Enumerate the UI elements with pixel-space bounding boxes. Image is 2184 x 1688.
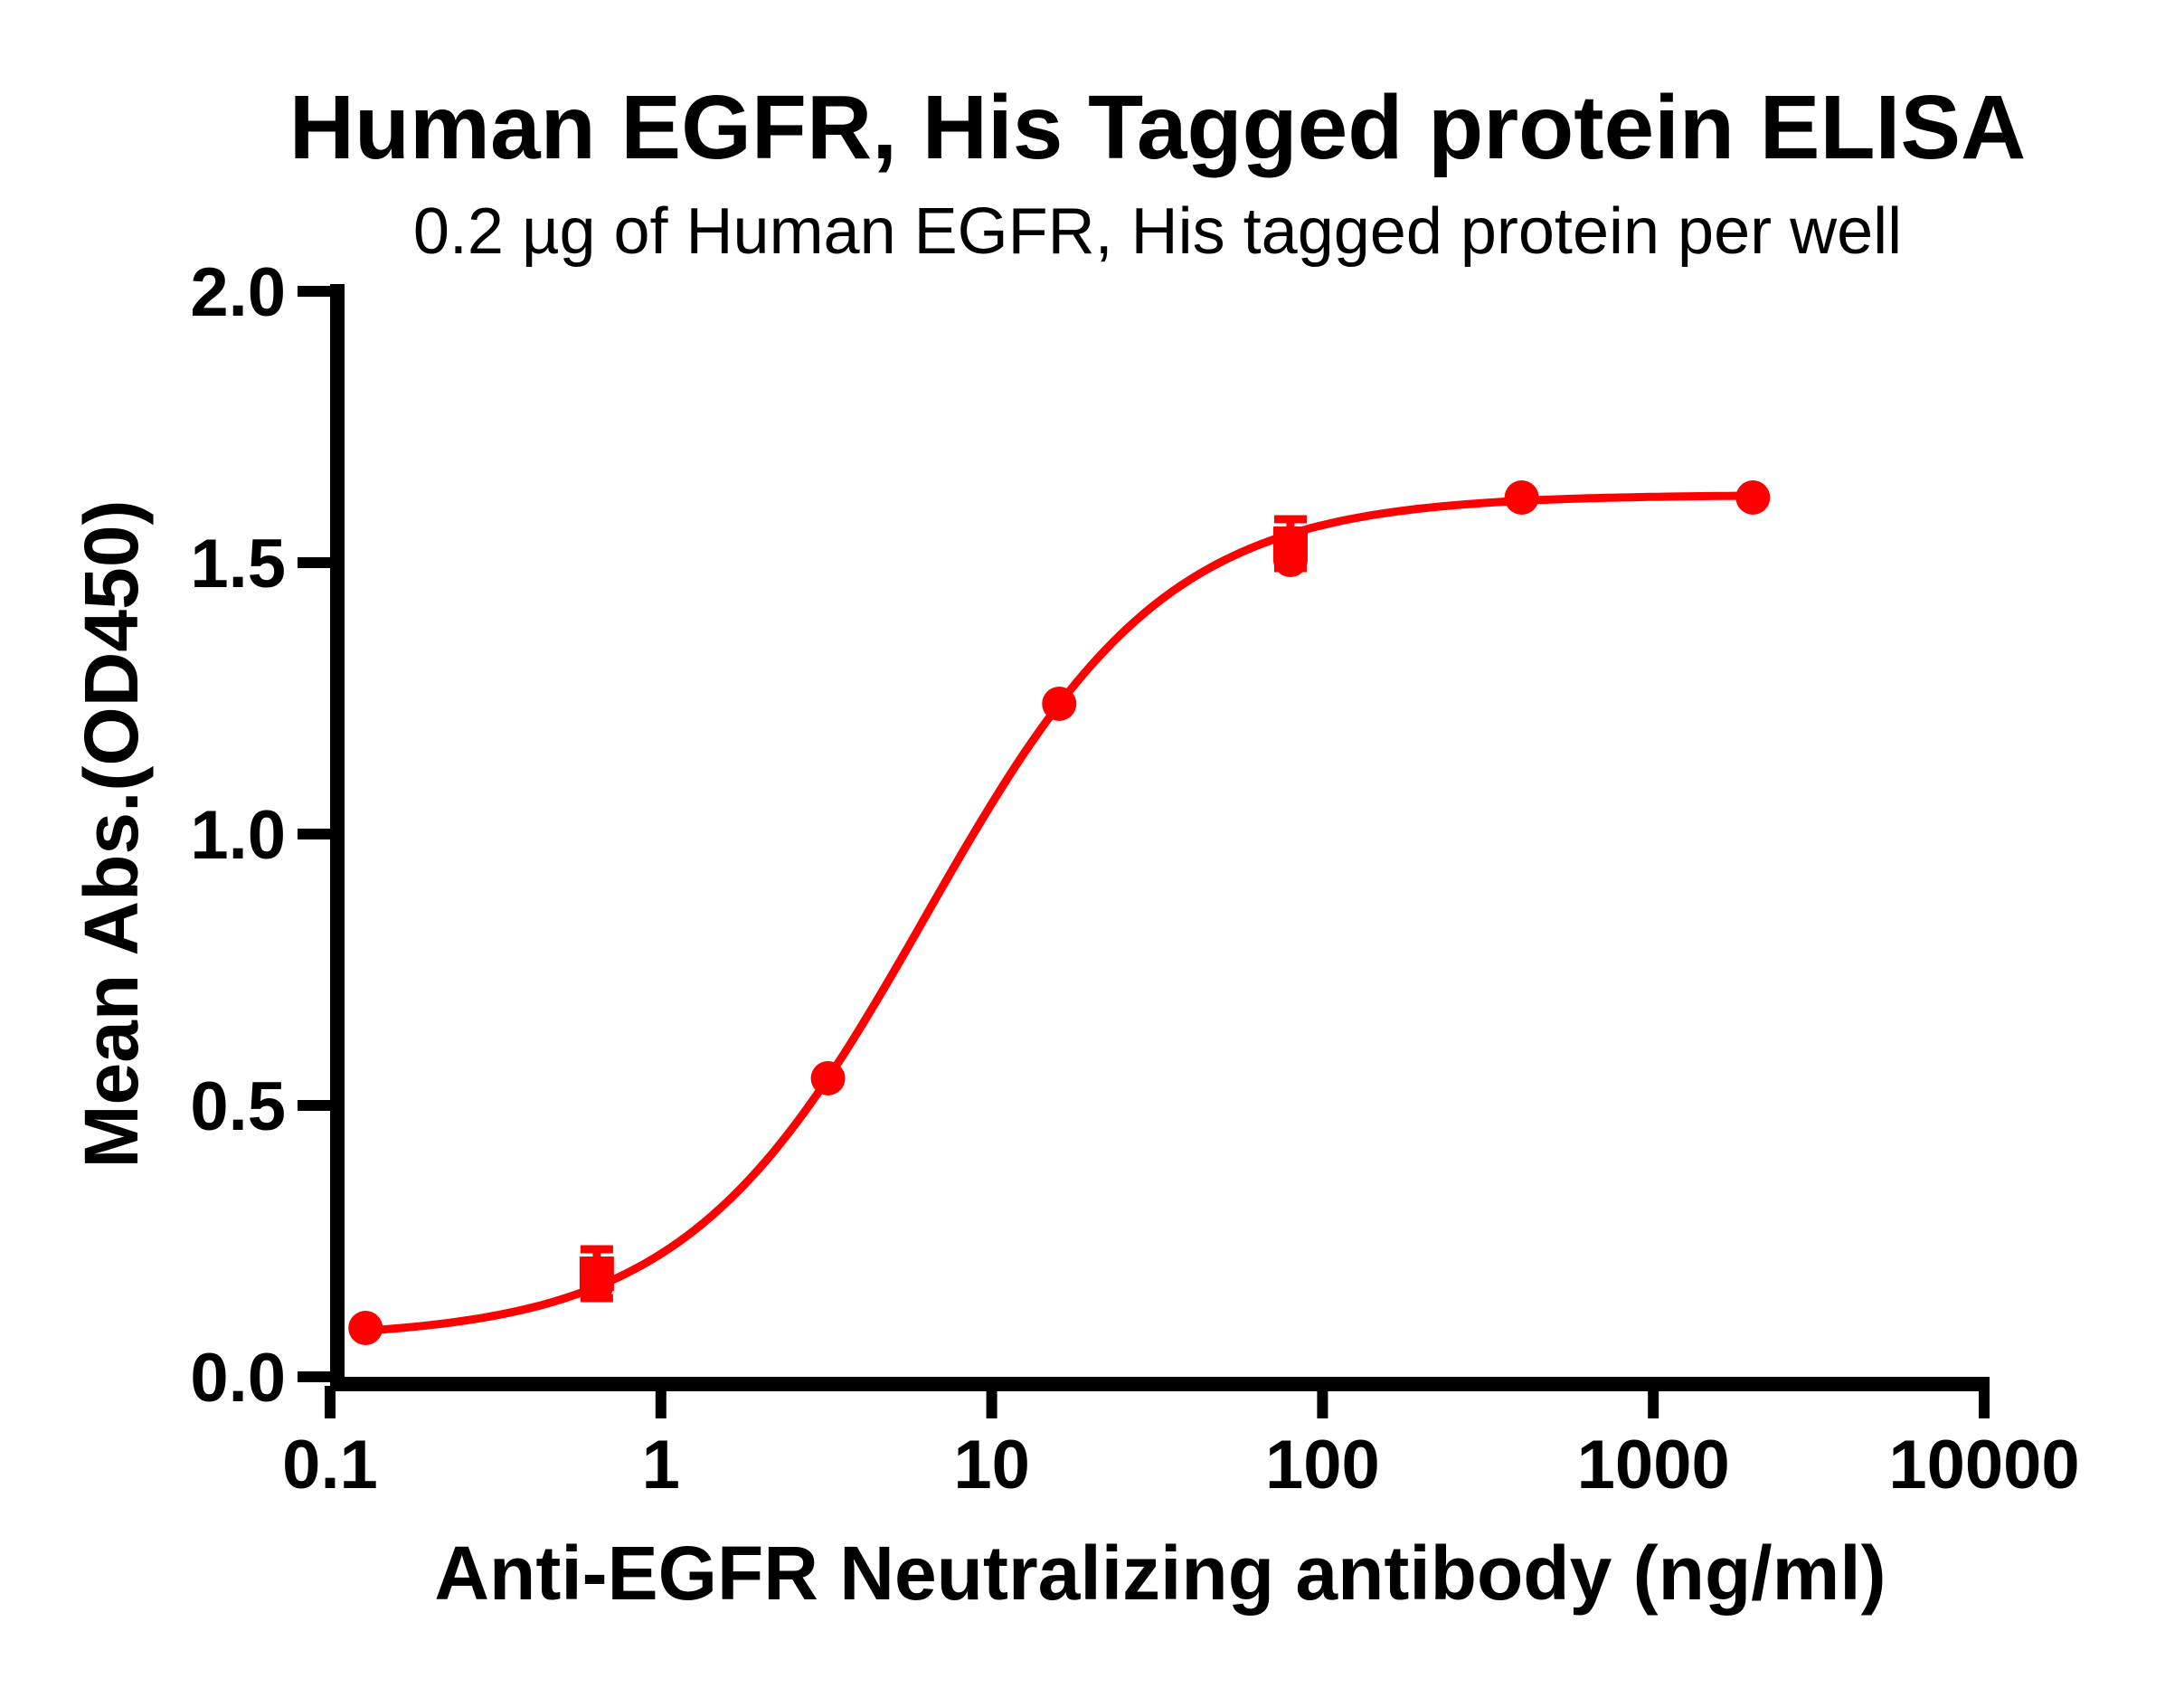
x-tick-label: 10000 xyxy=(1888,1427,2079,1503)
x-axis-label: Anti-EGFR Neutralizing antibody (ng/ml) xyxy=(434,1531,1886,1616)
chart-subtitle: 0.2 µg of Human EGFR, His tagged protein… xyxy=(413,195,1902,268)
x-tick-label: 1000 xyxy=(1577,1427,1730,1503)
data-point-circle xyxy=(348,1311,383,1345)
x-tick-label: 0.1 xyxy=(282,1427,378,1503)
data-point-circle xyxy=(810,1061,846,1095)
data-point-circle xyxy=(1735,480,1771,515)
x-tick-label: 1 xyxy=(642,1427,680,1503)
fit-curve xyxy=(361,491,1757,1335)
y-axis-label: Mean Abs.(OD450) xyxy=(69,499,154,1168)
data-point-circle xyxy=(1504,480,1539,515)
data-point-circle xyxy=(579,1267,614,1302)
chart-title: Human EGFR, His Tagged protein ELISA xyxy=(289,77,2027,178)
data-point-circle xyxy=(1272,543,1308,577)
plot-area: 0.0 0.5 1.0 1.5 2.0 0.1 1 10 100 1000 10000 xyxy=(190,254,2079,1503)
y-tick-label: 0.0 xyxy=(190,1340,286,1417)
y-tick-label: 1.5 xyxy=(190,526,286,602)
x-tick-label: 10 xyxy=(953,1427,1030,1503)
y-tick-label: 1.0 xyxy=(190,797,286,874)
data-point-circle xyxy=(1042,687,1077,721)
y-tick-label: 2.0 xyxy=(190,254,286,331)
y-tick-label: 0.5 xyxy=(190,1068,286,1145)
x-tick-label: 100 xyxy=(1265,1427,1380,1503)
